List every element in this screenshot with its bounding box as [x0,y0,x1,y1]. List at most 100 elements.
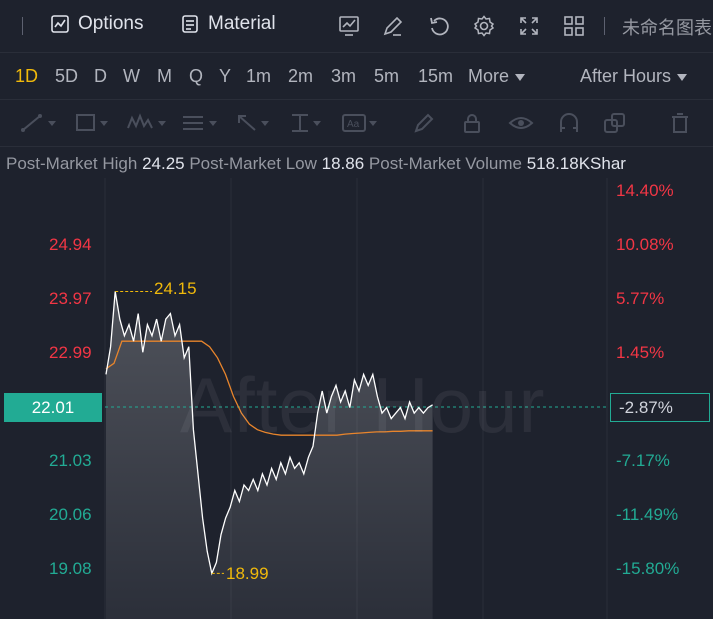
interval-toolbar: 1D 5D D W M Q Y 1m 2m 3m 5m 15m More Aft… [0,53,713,100]
chevron-down-icon [369,120,377,126]
toolbar-divider [22,17,23,35]
options-label: Options [78,13,144,34]
fib-lines-icon [183,116,203,130]
high-label: Post-Market High [6,154,138,173]
current-price-tag: 22.01 [4,393,102,422]
arrow-tool[interactable] [235,109,275,137]
chevron-down-icon [261,120,269,126]
right-axis-label: 5.77% [616,289,665,308]
arrow-icon [238,115,256,131]
interval-y[interactable]: Y [219,66,232,86]
top-toolbar: Options Material 未命名图表 [0,0,713,53]
price-chart[interactable] [0,178,713,619]
indicators-icon[interactable] [335,12,363,40]
average-price-line [105,340,433,436]
right-axis-label: -11.49% [616,505,679,524]
volume-value: 518.18KShar [526,154,626,173]
material-button[interactable]: Material [180,13,276,35]
options-button[interactable]: Options [50,13,143,35]
right-axis-label: -15.80% [616,559,680,578]
low-value: 18.86 [321,154,365,173]
lock-tool[interactable] [461,109,501,137]
left-axis-label: 19.08 [49,559,92,578]
measure-icon [292,114,308,132]
left-axis-label: 20.06 [49,505,92,524]
right-axis-label: 1.45% [616,343,665,362]
pencil-icon [414,113,434,133]
trash-icon [672,113,688,133]
high-marker-label: 24.15 [154,279,197,298]
interval-1m[interactable]: 1m [246,66,272,86]
magnet-tool[interactable] [557,109,597,137]
magnet-icon [560,113,578,132]
layers-icon [604,113,625,133]
delete-tool[interactable] [669,109,709,137]
chevron-down-icon [48,120,56,126]
chart-title[interactable]: 未命名图表 [622,18,712,38]
session-dropdown[interactable]: After Hours [580,66,688,87]
chevron-down-icon [158,120,166,126]
document-icon [180,14,200,34]
gear-icon[interactable] [470,12,498,40]
drawing-toolbar: Aa [0,100,713,147]
low-label: Post-Market Low [189,154,317,173]
rectangle-tool[interactable] [74,109,114,137]
undo-icon[interactable] [425,12,453,40]
chevron-down-icon [100,120,108,126]
left-axis-label: 24.94 [49,235,92,254]
interval-q[interactable]: Q [189,66,204,86]
post-market-stats: Post-Market High 24.25 Post-Market Low 1… [6,154,626,174]
trend-line-icon [21,114,42,132]
chart-canvas[interactable] [0,178,713,619]
measure-tool[interactable] [289,109,329,137]
text-icon: Aa [342,114,366,132]
chevron-down-icon [515,73,526,81]
interval-5m[interactable]: 5m [374,66,400,86]
interval-5d[interactable]: 5D [55,66,79,86]
edit-icon[interactable] [379,12,407,40]
high-value: 24.25 [142,154,185,173]
interval-1d[interactable]: 1D [15,66,39,86]
interval-w[interactable]: W [123,66,140,86]
wave-tool[interactable] [126,109,166,137]
wave-icon [127,113,153,129]
left-axis-label: 22.99 [49,343,92,362]
brush-tool[interactable] [412,109,452,137]
material-label: Material [208,13,276,34]
session-label: After Hours [580,66,672,86]
rectangle-icon [76,114,95,131]
layers-tool[interactable] [603,109,643,137]
interval-m[interactable]: M [157,66,172,86]
fib-tool[interactable] [181,109,221,137]
visibility-tool[interactable] [508,109,548,137]
interval-d[interactable]: D [94,66,107,86]
interval-15m[interactable]: 15m [418,66,454,86]
volume-label: Post-Market Volume [368,154,522,173]
interval-2m[interactable]: 2m [288,66,314,86]
chart-icon [50,14,70,34]
right-axis-label: -7.17% [616,451,670,470]
svg-text:Aa: Aa [347,119,360,130]
toolbar-divider [604,17,605,35]
price-line [105,291,433,576]
more-intervals-dropdown[interactable]: More [468,66,526,87]
session-watermark: After Hour [180,361,546,449]
left-axis-label: 23.97 [49,289,92,308]
right-axis-label: 14.40% [616,181,674,200]
more-label: More [468,66,510,86]
price-area [106,291,433,619]
chevron-down-icon [209,120,217,126]
chevron-down-icon [313,120,321,126]
left-axis-label: 21.03 [49,451,92,470]
chevron-down-icon [677,73,688,81]
layout-grid-icon[interactable] [560,12,588,40]
interval-3m[interactable]: 3m [331,66,357,86]
current-change-tag: -2.87% [610,393,710,422]
right-axis-label: 10.08% [616,235,674,254]
trend-line-tool[interactable] [20,109,60,137]
lock-icon [464,114,480,133]
eye-icon [508,117,534,129]
text-tool[interactable]: Aa [341,109,381,137]
fullscreen-icon[interactable] [515,12,543,40]
low-marker-label: 18.99 [226,564,269,583]
